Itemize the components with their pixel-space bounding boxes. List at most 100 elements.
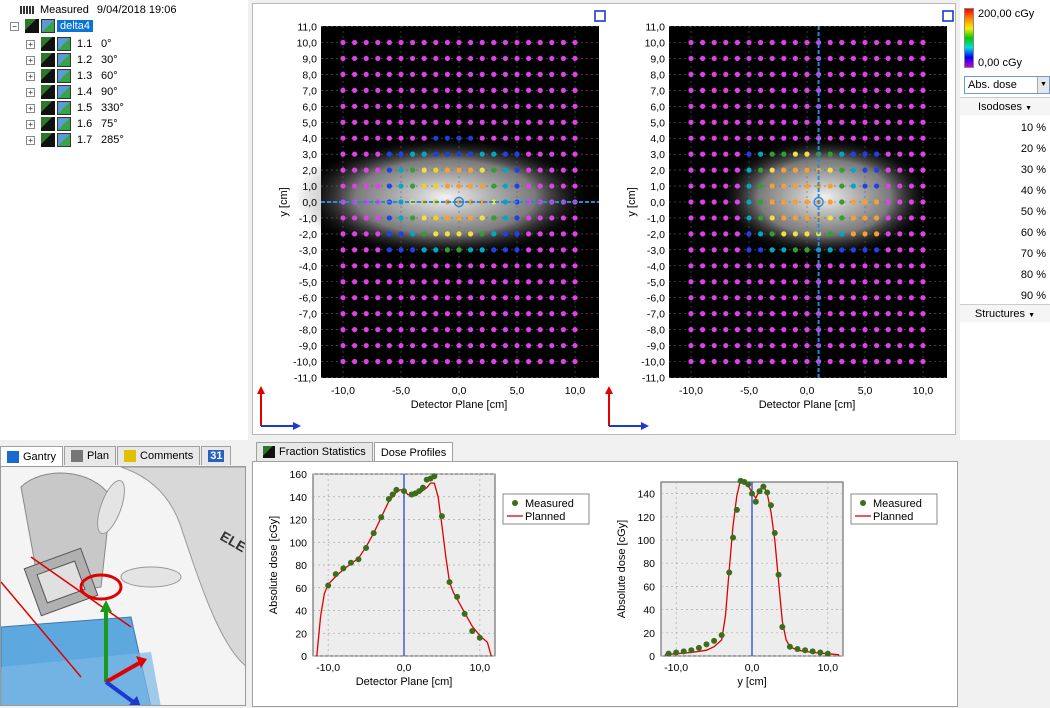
detector-point [502, 103, 508, 109]
measured-point [370, 530, 377, 537]
tab-31[interactable]: 31 [201, 446, 232, 465]
y-tick-label: 160 [289, 469, 307, 481]
detector-point [688, 71, 694, 77]
isodose-level[interactable]: 70 % [1020, 248, 1046, 260]
detector-point [897, 55, 903, 62]
dose-maps[interactable]: 11,0 10,0 9,0 8,0 7,0 6,0 5,0 4,0 3,0 2,0 1,0 0,0 -1… [253, 4, 957, 436]
detector-point [734, 135, 740, 141]
isodose-level[interactable]: 10 % [1020, 122, 1046, 134]
detector-point [839, 87, 845, 93]
detector-point [734, 55, 740, 62]
gantry-3d-view[interactable]: ELE [0, 466, 246, 706]
detector-point [352, 39, 358, 46]
dose-map-2[interactable]: 11,0 10,0 9,0 8,0 7,0 6,0 5,0 4,0 3,0 2,0 1,0 0,0 -1… [605, 10, 954, 430]
maximize-icon[interactable] [594, 10, 606, 22]
tab-plan[interactable]: Plan [64, 446, 117, 465]
detector-point [700, 247, 706, 253]
detector-point [874, 71, 880, 77]
beam-id: 1.2 [77, 54, 93, 66]
detector-point [874, 103, 880, 109]
detector-point [758, 167, 764, 173]
expand-icon[interactable]: + [26, 103, 35, 113]
detector-point [363, 135, 369, 141]
detector-point [560, 263, 566, 269]
beam-row[interactable]: +1.7 285° [26, 132, 124, 148]
tab-comments[interactable]: Comments [117, 446, 201, 465]
dose-profiles[interactable]: 0 20 40 60 80 100 120 140 160 -10,0 0,0 10,0 Detecto… [253, 462, 957, 706]
isodose-level[interactable]: 30 % [1020, 164, 1046, 176]
detector-point [920, 295, 926, 301]
plan-row[interactable]: − delta4 [10, 18, 93, 34]
detector-point [769, 263, 775, 269]
isodose-level[interactable]: 80 % [1020, 269, 1046, 281]
detector-point [352, 71, 358, 77]
profile-chart-2[interactable]: 0 20 40 60 80 100 120 140 -10,0 0,0 10,0 y [cm] Abso… [616, 477, 938, 688]
beam-row[interactable]: +1.1 0° [26, 36, 112, 52]
detector-point [398, 231, 404, 237]
y-tick-label: -4,0 [299, 261, 317, 273]
tab-dose-profiles[interactable]: Dose Profiles [373, 442, 454, 462]
beam-row[interactable]: +1.2 30° [26, 52, 118, 68]
detector-point [537, 55, 543, 62]
detector-point [711, 247, 717, 253]
beam-row[interactable]: +1.5 330° [26, 100, 124, 116]
expand-icon[interactable]: + [26, 39, 35, 49]
beam-row[interactable]: +1.6 75° [26, 116, 118, 132]
collapse-icon[interactable]: − [10, 21, 19, 31]
y-tick-label: -11,0 [642, 372, 665, 384]
detector-point [549, 119, 555, 125]
detector-point [908, 311, 915, 317]
detector-point [398, 183, 404, 189]
isodose-level[interactable]: 40 % [1020, 185, 1046, 197]
detector-point [781, 87, 787, 93]
detector-point [572, 39, 578, 46]
tab-fraction-statistics[interactable]: Fraction Statistics [256, 442, 373, 461]
isodose-level[interactable]: 20 % [1020, 143, 1046, 155]
chevron-down-icon: ▼ [1025, 105, 1033, 112]
beam-row[interactable]: +1.4 90° [26, 84, 118, 100]
detector-point [468, 279, 474, 285]
detector-point [502, 231, 508, 237]
tab-gantry[interactable]: Gantry [0, 446, 64, 466]
detector-point [792, 103, 799, 109]
expand-icon[interactable]: + [26, 55, 35, 65]
isodose-level[interactable]: 60 % [1020, 227, 1046, 239]
expand-icon[interactable]: + [26, 119, 35, 129]
dose-map-1[interactable]: 11,0 10,0 9,0 8,0 7,0 6,0 5,0 4,0 3,0 2,0 1,0 0,0 -1… [257, 10, 606, 430]
maximize-icon[interactable] [942, 10, 954, 22]
detector-point [827, 327, 833, 333]
structures-header[interactable]: Structures ▼ [960, 304, 1050, 322]
detector-point [804, 358, 810, 365]
detector-point [700, 71, 706, 77]
detector-point [781, 39, 787, 46]
measured-row[interactable]: Measured 9/04/2018 19:06 [20, 2, 176, 18]
isodose-level[interactable]: 90 % [1020, 290, 1046, 302]
detector-point [549, 151, 555, 157]
detector-point [850, 311, 857, 317]
detector-point [444, 279, 450, 285]
detector-point [526, 135, 532, 141]
detector-point [363, 151, 369, 157]
detector-point [352, 183, 358, 189]
expand-icon[interactable]: + [26, 71, 35, 81]
detector-point [885, 151, 891, 157]
isodose-level[interactable]: 50 % [1020, 206, 1046, 218]
measured-point [340, 565, 347, 572]
expand-icon[interactable]: + [26, 135, 35, 145]
field-dose-icon [57, 117, 71, 131]
detector-point [514, 135, 520, 141]
detector-point [769, 39, 775, 46]
detector-point [549, 215, 555, 221]
dose-max-label: 200,00 cGy [978, 8, 1035, 20]
dose-mode-select[interactable]: Abs. dose ▼ [964, 76, 1050, 94]
detector-point [468, 247, 474, 253]
detector-point [444, 55, 450, 62]
detector-point [839, 327, 845, 333]
profile-chart-1[interactable]: 0 20 40 60 80 100 120 140 160 -10,0 0,0 10,0 Detecto… [268, 469, 590, 688]
isodoses-header[interactable]: Isodoses ▼ [960, 97, 1050, 115]
detector-point [537, 151, 543, 157]
detector-point [526, 151, 532, 157]
detector-point [839, 231, 845, 237]
beam-row[interactable]: +1.3 60° [26, 68, 118, 84]
expand-icon[interactable]: + [26, 87, 35, 97]
